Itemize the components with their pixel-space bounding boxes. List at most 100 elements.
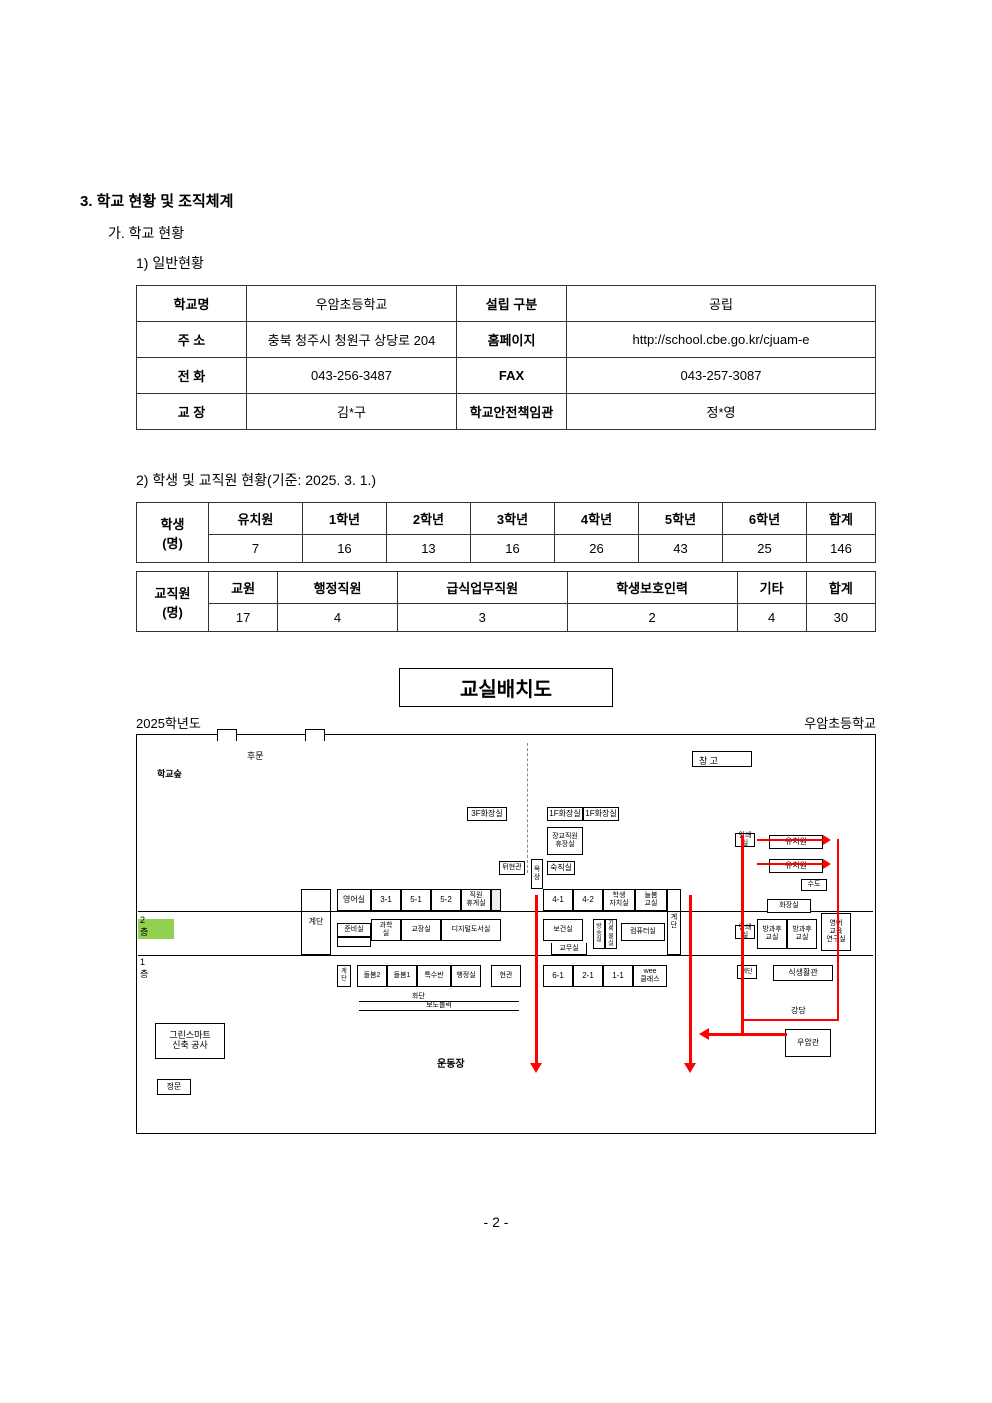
staff-v3: 2 — [567, 604, 737, 632]
section-number: 3. 학교 현황 및 조직체계 — [80, 190, 912, 211]
item-1: 1) 일반현황 — [136, 253, 912, 273]
room-print: 인쇄 실 — [735, 833, 755, 847]
box-top1 — [217, 729, 237, 741]
room-kinder1: 유치원 — [769, 835, 823, 849]
label-establish: 설립 구분 — [457, 286, 567, 322]
students-h2: 2학년 — [386, 503, 470, 535]
label-school-name: 학교명 — [137, 286, 247, 322]
label-floor2: 2 층 — [140, 915, 148, 938]
label-safety-officer: 학교안전책임관 — [457, 394, 567, 430]
students-v5: 43 — [638, 535, 722, 563]
room-office-rest: 장교직원 휴장실 — [547, 827, 583, 855]
staff-v2: 3 — [397, 604, 567, 632]
arrow-v4 — [837, 839, 839, 1019]
room-toilet1f-b: 1F화장실 — [583, 807, 619, 821]
room-entrance: 현관 — [491, 965, 521, 987]
room-library: 디지털도서실 — [441, 919, 501, 941]
staff-v4: 4 — [737, 604, 806, 632]
students-v3: 16 — [470, 535, 554, 563]
room-care2: 돌봄2 — [357, 965, 387, 987]
arrow-k2 — [757, 863, 825, 865]
room-after2: 방과후 교실 — [787, 919, 817, 949]
room-science: 과학 실 — [371, 919, 401, 941]
value-homepage: http://school.cbe.go.kr/cjuam-e — [567, 322, 876, 358]
label-floor1: 1 층 — [140, 957, 148, 980]
arrow-v3 — [741, 835, 744, 1035]
students-v4: 26 — [554, 535, 638, 563]
value-phone: 043-256-3487 — [247, 358, 457, 394]
layout-school: 우암초등학교 — [804, 713, 876, 732]
staff-h5: 합계 — [806, 572, 875, 604]
students-h4: 4학년 — [554, 503, 638, 535]
walkway-box: 보도블럭 — [359, 1001, 519, 1011]
floor-divider2 — [138, 911, 873, 912]
room-rooftop: 옥 상 — [531, 859, 543, 889]
label-flowerbed: 화단 — [412, 991, 425, 1001]
layout-title: 교실배치도 — [399, 668, 613, 707]
room-gym: 우암관 — [785, 1029, 831, 1057]
room-52: 5-2 — [431, 889, 461, 911]
label-phone: 전 화 — [137, 358, 247, 394]
students-h5: 5학년 — [638, 503, 722, 535]
arrow-v1 — [535, 895, 538, 1065]
staff-h2: 급식업무직원 — [397, 572, 567, 604]
value-school-name: 우암초등학교 — [247, 286, 457, 322]
room-stairs-r: 계단 — [737, 965, 757, 979]
room-wee: wee 클래스 — [633, 965, 667, 987]
arrow-h3 — [707, 1033, 787, 1036]
room-21: 2-1 — [573, 965, 603, 987]
value-address: 충북 청주시 청원구 상당로 204 — [247, 322, 457, 358]
label-principal: 교 장 — [137, 394, 247, 430]
room-back-entrance: 뒤현관 — [499, 861, 525, 875]
divider-dashed — [527, 743, 528, 873]
arrow-head1 — [530, 1063, 542, 1073]
room-stairs-mid: 계 단 — [667, 889, 681, 955]
room-record: 기 록 물 실 — [605, 919, 617, 949]
room-water: 수도 — [801, 879, 827, 891]
room-cafeteria: 식생활관 — [773, 965, 833, 981]
staff-h0: 교원 — [209, 572, 278, 604]
arrow-k1h — [823, 835, 831, 845]
floor-divider1 — [138, 955, 873, 956]
students-row-label: 학생 (명) — [137, 503, 209, 563]
students-h1: 1학년 — [302, 503, 386, 535]
room-greensmart: 그린스마트 신축 공사 — [155, 1023, 225, 1059]
students-h0: 유치원 — [209, 503, 303, 535]
value-establish: 공립 — [567, 286, 876, 322]
staff-h3: 학생보호인력 — [567, 572, 737, 604]
students-h7: 합계 — [807, 503, 876, 535]
room-lodge: 숙직실 — [547, 861, 575, 875]
value-safety-officer: 정*영 — [567, 394, 876, 430]
room-after1: 방과후 교실 — [757, 919, 787, 949]
room-prep: 준비실 — [337, 923, 371, 937]
page-number: - 2 - — [80, 1214, 912, 1230]
arrow-h4 — [743, 1019, 839, 1021]
room-staff-rest: 직원 휴게실 — [461, 889, 491, 911]
room-51: 5-1 — [401, 889, 431, 911]
arrow-head2 — [684, 1063, 696, 1073]
students-h3: 3학년 — [470, 503, 554, 535]
label-hall: 강당 — [791, 1005, 806, 1016]
staff-h4: 기타 — [737, 572, 806, 604]
room-toilet3f: 3F화장실 — [467, 807, 507, 821]
room-toilet-r: 화장실 — [767, 899, 811, 913]
room-41: 4-1 — [543, 889, 573, 911]
students-h6: 6학년 — [723, 503, 807, 535]
label-homepage: 홈페이지 — [457, 322, 567, 358]
staff-v0: 17 — [209, 604, 278, 632]
arrow-head3 — [699, 1028, 709, 1040]
arrow-k2h — [823, 859, 831, 869]
item-2: 2) 학생 및 교직원 현황(기준: 2025. 3. 1.) — [136, 470, 912, 490]
arrow-k1 — [757, 839, 825, 841]
room-care1: 돌봄1 — [387, 965, 417, 987]
students-v7: 146 — [807, 535, 876, 563]
room-computer: 컴퓨터실 — [621, 923, 665, 941]
room-front-gate: 정문 — [157, 1079, 191, 1095]
label-fax: FAX — [457, 358, 567, 394]
label-back-gate: 후문 — [247, 749, 264, 762]
room-principal: 교장실 — [401, 919, 441, 941]
students-v6: 25 — [723, 535, 807, 563]
room-61: 6-1 — [543, 965, 573, 987]
subsection-a: 가. 학교 현황 — [108, 223, 912, 243]
room-admin: 교무실 — [551, 943, 587, 955]
